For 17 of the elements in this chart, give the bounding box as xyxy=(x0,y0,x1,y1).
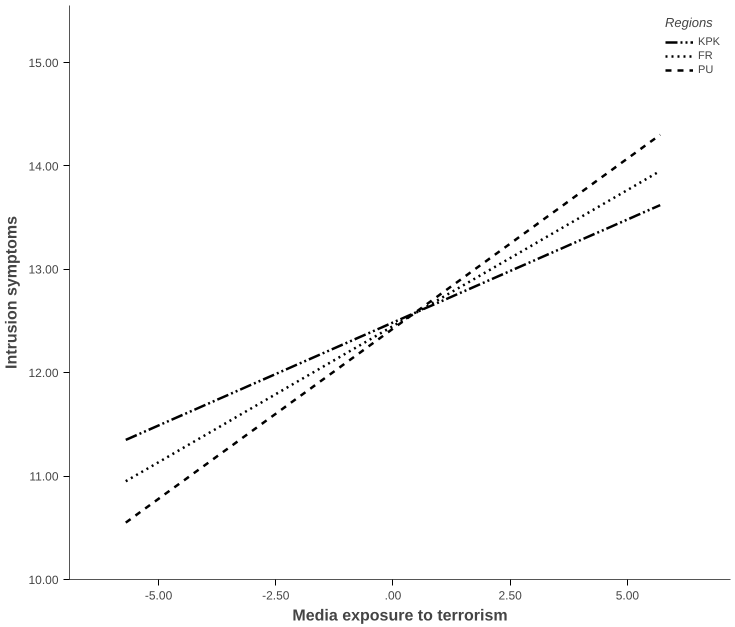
legend-label: PU xyxy=(698,63,714,77)
y-tick-label: 12.00 xyxy=(28,366,59,380)
x-tick-label: 5.00 xyxy=(616,588,640,602)
legend-label: KPK xyxy=(698,35,720,49)
legend-title: Regions xyxy=(664,15,714,30)
x-axis-title: Media exposure to terrorism xyxy=(292,608,508,624)
x-tick-label: 2.50 xyxy=(498,588,522,602)
x-tick-label: -5.00 xyxy=(144,588,173,602)
y-tick-label: 13.00 xyxy=(28,262,59,277)
x-tick-label: -2.50 xyxy=(262,588,290,602)
x-tick-label: .00 xyxy=(384,588,402,602)
y-tick-label: 14.00 xyxy=(28,159,59,174)
legend-label: FR xyxy=(698,49,714,63)
y-tick-label: 10.00 xyxy=(28,573,59,587)
y-tick-label: 11.00 xyxy=(29,470,59,484)
y-axis-title: Intrusion symptoms xyxy=(3,216,20,369)
y-tick-label: 15.00 xyxy=(28,56,59,70)
